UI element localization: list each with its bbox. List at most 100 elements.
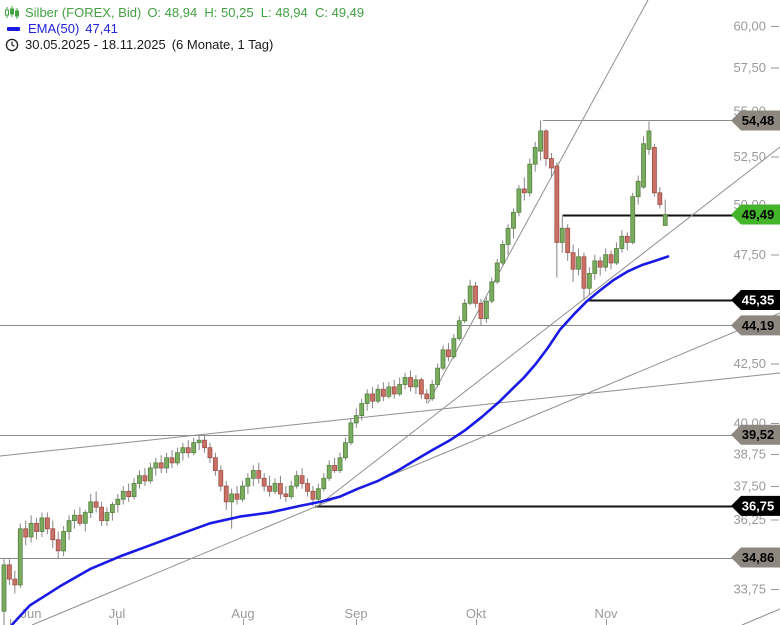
candlestick <box>348 422 354 444</box>
candlestick <box>77 514 83 524</box>
candlestick <box>169 457 175 464</box>
candlestick <box>185 447 191 454</box>
candlestick <box>39 517 45 532</box>
candlestick <box>332 465 338 471</box>
candlestick <box>353 415 359 424</box>
candlestick <box>66 520 72 532</box>
candlestick <box>104 512 110 522</box>
candlestick <box>462 302 468 322</box>
candlestick <box>12 578 18 586</box>
candlestick <box>72 514 77 522</box>
candlestick <box>538 130 543 152</box>
candlestick <box>99 506 104 522</box>
y-axis-label: 42,50 <box>733 356 766 371</box>
trendline[interactable] <box>741 608 780 625</box>
candlestick <box>131 483 137 497</box>
candlestick <box>261 477 267 487</box>
candlestick <box>343 442 348 459</box>
candlestick <box>250 470 256 479</box>
candlestick <box>624 235 630 243</box>
candlestick <box>234 493 240 500</box>
candlestick <box>218 470 224 487</box>
candlestick <box>294 475 300 487</box>
candlestick <box>267 485 272 492</box>
candlestick <box>223 485 229 503</box>
candlestick <box>364 393 370 404</box>
candlestick <box>511 211 516 229</box>
candlestick <box>212 457 218 471</box>
instrument-name[interactable]: Silber (FOREX, Bid) <box>25 5 142 20</box>
candlestick <box>375 388 381 402</box>
candlestick <box>652 147 657 194</box>
candlestick <box>635 180 641 198</box>
price-badge[interactable] <box>731 290 780 311</box>
candlestick <box>516 188 522 213</box>
price-badge[interactable] <box>731 495 780 516</box>
candlestick <box>229 493 235 503</box>
ema50-line[interactable] <box>10 255 670 625</box>
price-badge-label: 36,75 <box>742 498 775 513</box>
x-axis-label: Jul <box>109 606 126 621</box>
price-badge[interactable] <box>731 315 780 336</box>
y-axis-label: 57,50 <box>733 60 766 75</box>
candlestick <box>288 485 294 497</box>
price-badge[interactable] <box>731 204 780 225</box>
x-axis-label: Nov <box>594 606 618 621</box>
candlestick <box>126 490 132 497</box>
candlestick <box>478 302 484 319</box>
x-axis-label: Okt <box>466 606 487 621</box>
candlestick <box>559 227 565 243</box>
candlestick <box>82 512 88 524</box>
candlestick <box>158 462 164 469</box>
price-badge[interactable] <box>731 547 780 568</box>
candlestick <box>321 477 327 490</box>
instrument-row[interactable]: Silber (FOREX, Bid) O: 48,94 H: 50,25 L:… <box>5 5 364 20</box>
candlestick <box>603 254 609 268</box>
candlestick <box>50 528 56 541</box>
candlestick <box>305 483 310 492</box>
y-axis-label: 33,75 <box>733 582 766 597</box>
trendline[interactable] <box>427 0 649 404</box>
candlestick <box>554 165 560 243</box>
candlestick <box>429 384 435 400</box>
candlestick <box>370 393 375 402</box>
candlestick <box>619 235 625 249</box>
candlestick <box>576 256 581 270</box>
candlestick <box>326 465 332 479</box>
price-badge[interactable] <box>731 110 780 131</box>
trendline[interactable] <box>314 146 780 509</box>
y-axis-label: 60,00 <box>733 19 766 34</box>
candlestick <box>402 377 408 385</box>
candlestick <box>142 475 148 482</box>
candlestick <box>196 439 202 444</box>
y-axis-label: 37,50 <box>733 479 766 494</box>
candlestick <box>44 517 50 530</box>
x-axis-label: Sep <box>344 606 367 621</box>
candlestick <box>451 338 457 358</box>
candlestick <box>473 285 478 304</box>
candlestick <box>17 528 23 586</box>
candlestick <box>272 483 278 492</box>
candlestick <box>23 528 29 538</box>
candlestick <box>657 192 663 205</box>
candlestick <box>115 498 121 505</box>
candlestick <box>191 442 197 454</box>
price-badge-label: 49,49 <box>742 207 775 222</box>
candlestick <box>315 488 321 500</box>
candlestick <box>641 143 646 188</box>
trendline[interactable] <box>0 372 780 457</box>
price-badge-label: 54,48 <box>742 113 775 128</box>
price-badge-label: 34,86 <box>742 550 775 565</box>
y-axis-label: 38,75 <box>733 446 766 461</box>
trendline[interactable] <box>31 312 780 625</box>
candlestick <box>549 158 554 169</box>
ema-row[interactable]: EMA(50) 47,41 <box>5 21 364 36</box>
candlestick <box>120 490 126 500</box>
candlestick <box>483 300 489 319</box>
candlestick <box>418 379 424 395</box>
candlestick <box>55 539 61 552</box>
candlestick <box>456 320 462 339</box>
price-badge[interactable] <box>731 424 780 445</box>
candlestick <box>175 452 180 464</box>
